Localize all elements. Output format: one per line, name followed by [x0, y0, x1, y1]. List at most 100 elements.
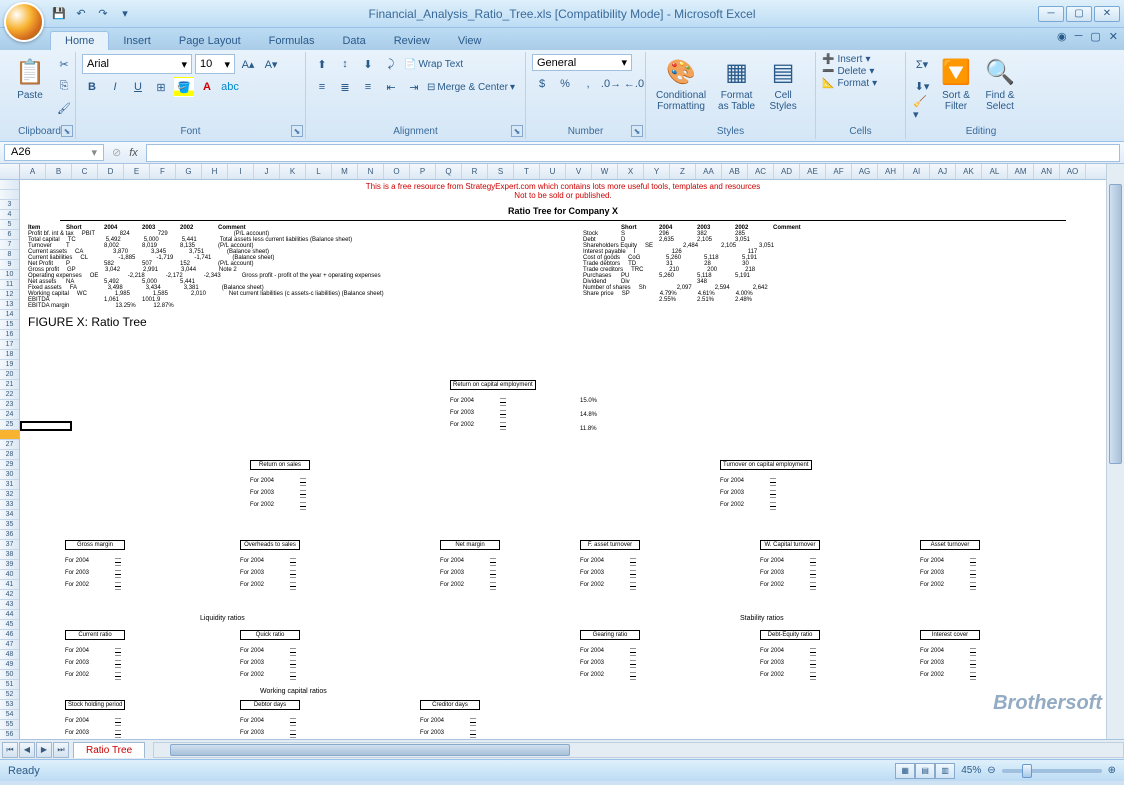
- comma-icon[interactable]: ,: [578, 74, 598, 94]
- col-header[interactable]: N: [358, 164, 384, 179]
- row-header[interactable]: 25: [0, 420, 19, 430]
- col-header[interactable]: R: [462, 164, 488, 179]
- format-table-button[interactable]: ▦Format as Table: [714, 54, 759, 114]
- col-header[interactable]: Z: [670, 164, 696, 179]
- row-header[interactable]: 19: [0, 360, 19, 370]
- row-header[interactable]: 43: [0, 600, 19, 610]
- row-header[interactable]: 15: [0, 320, 19, 330]
- row-header[interactable]: 23: [0, 400, 19, 410]
- tab-view[interactable]: View: [444, 32, 496, 50]
- insert-cells-button[interactable]: ➕Insert▾: [822, 54, 871, 65]
- minimize-button[interactable]: ─: [1038, 6, 1064, 22]
- align-top-icon[interactable]: ⬆: [312, 54, 332, 74]
- conditional-formatting-button[interactable]: 🎨Conditional Formatting: [652, 54, 710, 114]
- fx-icon[interactable]: fx: [129, 147, 138, 159]
- col-header[interactable]: S: [488, 164, 514, 179]
- col-header[interactable]: T: [514, 164, 540, 179]
- page-break-button[interactable]: ▥: [935, 763, 955, 779]
- row-header[interactable]: 27: [0, 440, 19, 450]
- col-header[interactable]: AM: [1008, 164, 1034, 179]
- col-header[interactable]: AA: [696, 164, 722, 179]
- row-header[interactable]: 29: [0, 460, 19, 470]
- col-header[interactable]: AH: [878, 164, 904, 179]
- row-header[interactable]: 17: [0, 340, 19, 350]
- doc-minimize-icon[interactable]: ─: [1075, 30, 1083, 43]
- clear-icon[interactable]: 🧹▾: [912, 98, 932, 118]
- col-header[interactable]: AI: [904, 164, 930, 179]
- col-header[interactable]: C: [72, 164, 98, 179]
- border-button[interactable]: ⊞: [151, 77, 171, 97]
- number-launcher[interactable]: ⬊: [631, 125, 643, 137]
- tab-page-layout[interactable]: Page Layout: [165, 32, 255, 50]
- v-scroll-thumb[interactable]: [1109, 184, 1122, 464]
- row-header[interactable]: 22: [0, 390, 19, 400]
- alignment-launcher[interactable]: ⬊: [511, 125, 523, 137]
- currency-icon[interactable]: $: [532, 74, 552, 94]
- row-header[interactable]: 28: [0, 450, 19, 460]
- align-center-icon[interactable]: ≣: [335, 77, 355, 97]
- autosum-icon[interactable]: Σ▾: [912, 54, 932, 74]
- align-bottom-icon[interactable]: ⬇: [358, 54, 378, 74]
- last-sheet-button[interactable]: ⏭: [53, 742, 69, 758]
- row-header[interactable]: 20: [0, 370, 19, 380]
- row-header[interactable]: 40: [0, 570, 19, 580]
- row-header[interactable]: 12: [0, 290, 19, 300]
- bold-button[interactable]: B: [82, 77, 102, 97]
- delete-cells-button[interactable]: ➖Delete▾: [822, 66, 874, 77]
- row-header[interactable]: 39: [0, 560, 19, 570]
- row-header[interactable]: 34: [0, 510, 19, 520]
- col-header[interactable]: B: [46, 164, 72, 179]
- formula-bar[interactable]: [146, 144, 1120, 162]
- zoom-level[interactable]: 45%: [961, 765, 981, 776]
- align-middle-icon[interactable]: ↕: [335, 54, 355, 74]
- row-header[interactable]: 8: [0, 250, 19, 260]
- row-header[interactable]: 54: [0, 710, 19, 720]
- row-header[interactable]: 4: [0, 210, 19, 220]
- row-header[interactable]: 18: [0, 350, 19, 360]
- select-all-corner[interactable]: [0, 164, 20, 180]
- col-header[interactable]: AD: [774, 164, 800, 179]
- col-header[interactable]: V: [566, 164, 592, 179]
- clipboard-launcher[interactable]: ⬊: [61, 125, 73, 137]
- row-header[interactable]: 46: [0, 630, 19, 640]
- font-name-combo[interactable]: Arial▾: [82, 54, 192, 74]
- shrink-font-icon[interactable]: A▾: [261, 54, 281, 74]
- h-scroll-thumb[interactable]: [170, 744, 570, 756]
- row-header[interactable]: 14: [0, 310, 19, 320]
- indent-inc-icon[interactable]: ⇥: [404, 77, 424, 97]
- col-header[interactable]: O: [384, 164, 410, 179]
- col-header[interactable]: F: [150, 164, 176, 179]
- tab-insert[interactable]: Insert: [109, 32, 165, 50]
- row-header[interactable]: 5: [0, 220, 19, 230]
- row-header[interactable]: 41: [0, 580, 19, 590]
- zoom-in-button[interactable]: ⊕: [1108, 765, 1116, 776]
- row-header[interactable]: [0, 430, 19, 440]
- qat-dropdown-icon[interactable]: ▾: [116, 5, 134, 23]
- zoom-slider[interactable]: [1002, 769, 1102, 773]
- row-header[interactable]: 38: [0, 550, 19, 560]
- row-header[interactable]: 32: [0, 490, 19, 500]
- font-color-button[interactable]: A: [197, 77, 217, 97]
- grow-font-icon[interactable]: A▴: [238, 54, 258, 74]
- redo-icon[interactable]: ↷: [94, 5, 112, 23]
- number-format-combo[interactable]: General▾: [532, 54, 632, 71]
- name-box[interactable]: A26▾: [4, 144, 104, 161]
- col-header[interactable]: W: [592, 164, 618, 179]
- row-header[interactable]: 37: [0, 540, 19, 550]
- row-header[interactable]: 11: [0, 280, 19, 290]
- row-header[interactable]: 50: [0, 670, 19, 680]
- row-header[interactable]: [0, 190, 19, 200]
- row-header[interactable]: [0, 180, 19, 190]
- format-cells-button[interactable]: 📐Format▾: [822, 78, 877, 89]
- col-header[interactable]: AK: [956, 164, 982, 179]
- row-header[interactable]: 56: [0, 730, 19, 739]
- col-header[interactable]: J: [254, 164, 280, 179]
- save-icon[interactable]: 💾: [50, 5, 68, 23]
- row-header[interactable]: 44: [0, 610, 19, 620]
- find-select-button[interactable]: 🔍Find & Select: [980, 54, 1020, 114]
- col-header[interactable]: P: [410, 164, 436, 179]
- vertical-scrollbar[interactable]: [1106, 164, 1124, 739]
- col-header[interactable]: I: [228, 164, 254, 179]
- close-button[interactable]: ✕: [1094, 6, 1120, 22]
- row-header[interactable]: 9: [0, 260, 19, 270]
